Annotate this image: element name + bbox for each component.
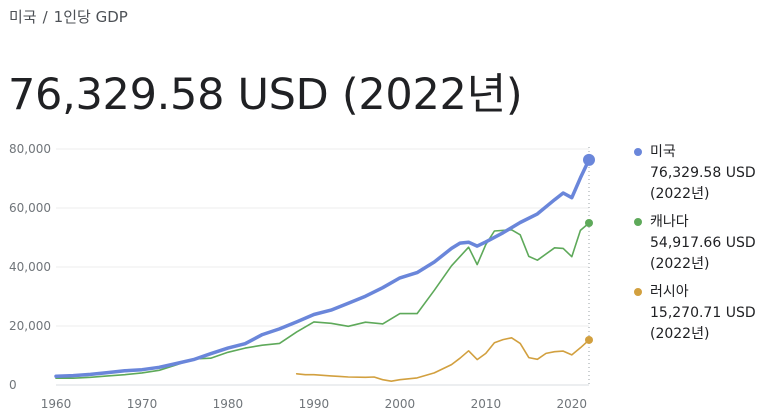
- legend-value-canada: 54,917.66 USD: [650, 235, 756, 251]
- series-line-러시아: [295, 337, 590, 382]
- breadcrumb-separator: /: [42, 8, 48, 26]
- x-tick-label-2020: 2020: [557, 397, 588, 411]
- legend-item-canada[interactable]: 캐나다 54,917.66 USD (2022년): [634, 212, 756, 275]
- series-endpoint-러시아: [585, 335, 593, 344]
- headline-value: 76,329.58 USD (2022년): [8, 70, 523, 120]
- legend-dot-canada: [634, 218, 642, 226]
- gdp-line-chart[interactable]: 0 20,000 40,000 60,000 80,000 1960 1970 1980 199…: [0, 130, 600, 413]
- breadcrumb-country[interactable]: 미국: [9, 8, 37, 26]
- legend-year-canada: (2022년): [650, 256, 710, 272]
- legend-value-russia: 15,270.71 USD: [650, 305, 756, 321]
- legend-name-usa: 미국: [650, 144, 676, 160]
- legend-dot-usa: [634, 148, 642, 156]
- y-tick-label-80000: 80,000: [9, 142, 51, 156]
- series-endpoint-미국: [583, 153, 595, 166]
- legend-item-usa[interactable]: 미국 76,329.58 USD (2022년): [634, 142, 756, 205]
- legend-year-usa: (2022년): [650, 186, 710, 202]
- x-tick-label-2010: 2010: [471, 397, 502, 411]
- series-endpoint-캐나다: [585, 218, 593, 227]
- y-tick-label-20000: 20,000: [9, 319, 51, 333]
- legend-year-russia: (2022년): [650, 326, 710, 342]
- x-tick-label-1960: 1960: [41, 397, 72, 411]
- legend-name-russia: 러시아: [650, 284, 689, 300]
- x-tick-label-1970: 1970: [127, 397, 158, 411]
- breadcrumb-metric: 1인당 GDP: [53, 8, 128, 26]
- legend-name-canada: 캐나다: [650, 214, 689, 230]
- breadcrumb: 미국 / 1인당 GDP: [9, 6, 128, 27]
- y-tick-label-0: 0: [9, 378, 17, 392]
- legend-value-usa: 76,329.58 USD: [650, 165, 756, 181]
- x-tick-label-2000: 2000: [385, 397, 416, 411]
- x-tick-label-1980: 1980: [213, 397, 244, 411]
- series-line-캐나다: [55, 222, 590, 379]
- chart-legend: 미국 76,329.58 USD (2022년) 캐나다 54,917.66 U…: [634, 142, 756, 352]
- legend-dot-russia: [634, 288, 642, 296]
- y-tick-label-40000: 40,000: [9, 260, 51, 274]
- legend-item-russia[interactable]: 러시아 15,270.71 USD (2022년): [634, 282, 756, 345]
- y-tick-label-60000: 60,000: [9, 201, 51, 215]
- x-tick-label-1990: 1990: [299, 397, 330, 411]
- series-line-미국: [54, 158, 591, 378]
